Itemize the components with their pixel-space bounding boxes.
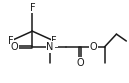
Text: F: F: [51, 36, 57, 46]
Text: O: O: [90, 42, 98, 52]
Text: F: F: [8, 36, 13, 46]
Text: O: O: [76, 58, 84, 68]
Text: F: F: [30, 3, 35, 13]
Text: N: N: [46, 42, 54, 52]
Text: O: O: [11, 42, 18, 52]
